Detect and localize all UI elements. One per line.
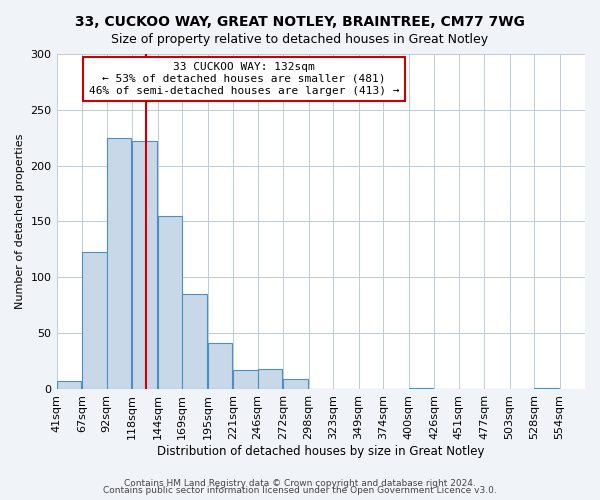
Bar bbox=[233, 370, 257, 389]
X-axis label: Distribution of detached houses by size in Great Notley: Distribution of detached houses by size … bbox=[157, 444, 485, 458]
Text: Size of property relative to detached houses in Great Notley: Size of property relative to detached ho… bbox=[112, 32, 488, 46]
Bar bbox=[82, 252, 107, 389]
Bar bbox=[158, 216, 182, 389]
Text: Contains public sector information licensed under the Open Government Licence v3: Contains public sector information licen… bbox=[103, 486, 497, 495]
Text: 33 CUCKOO WAY: 132sqm
← 53% of detached houses are smaller (481)
46% of semi-det: 33 CUCKOO WAY: 132sqm ← 53% of detached … bbox=[89, 62, 400, 96]
Text: Contains HM Land Registry data © Crown copyright and database right 2024.: Contains HM Land Registry data © Crown c… bbox=[124, 478, 476, 488]
Y-axis label: Number of detached properties: Number of detached properties bbox=[15, 134, 25, 309]
Bar bbox=[107, 138, 131, 389]
Text: 33, CUCKOO WAY, GREAT NOTLEY, BRAINTREE, CM77 7WG: 33, CUCKOO WAY, GREAT NOTLEY, BRAINTREE,… bbox=[75, 15, 525, 29]
Bar bbox=[208, 343, 232, 389]
Bar bbox=[409, 388, 433, 389]
Bar bbox=[132, 141, 157, 389]
Bar bbox=[182, 294, 206, 389]
Bar bbox=[283, 379, 308, 389]
Bar bbox=[534, 388, 559, 389]
Bar bbox=[56, 381, 81, 389]
Bar bbox=[257, 369, 282, 389]
